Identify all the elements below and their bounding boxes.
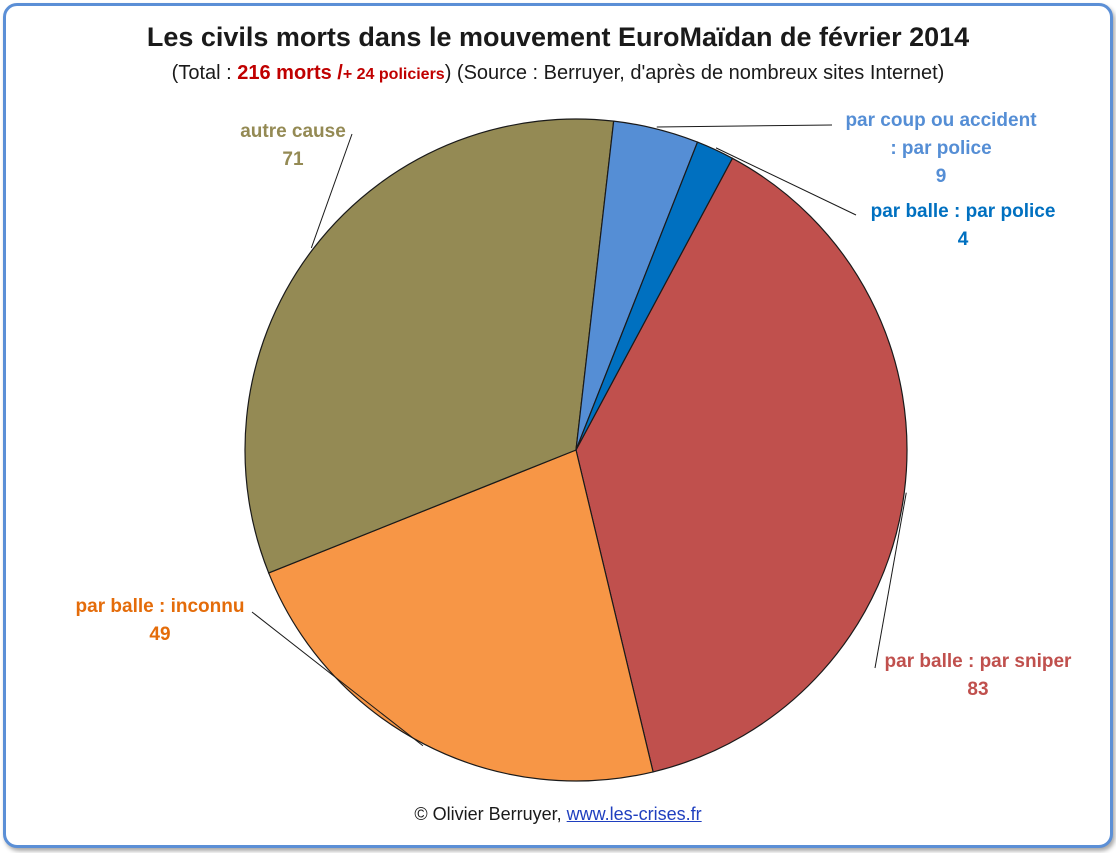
- slice-label-name-line2: : par police: [890, 138, 992, 159]
- subtitle-police: + 24 policiers: [342, 66, 445, 83]
- subtitle-total: 216 morts /: [237, 62, 343, 84]
- copyright-text: © Olivier Berruyer,: [414, 804, 567, 824]
- slice-label-name: par balle : inconnu: [75, 596, 245, 617]
- slice-label-coup-accident: par coup ou accident : par police 9: [830, 107, 1052, 191]
- slice-inconnu: [267, 449, 654, 782]
- website-link[interactable]: www.les-crises.fr: [566, 804, 702, 824]
- leader-line: [251, 611, 424, 747]
- slice-label-balle-police: par balle : par police 4: [853, 198, 1073, 254]
- slice-label-name-line1: par coup ou accident: [845, 110, 1037, 131]
- leader-line: [310, 133, 353, 249]
- chart-subtitle: (Total : 216 morts /+ 24 policiers) (Sou…: [0, 62, 1116, 85]
- slice-label-value: 9: [935, 166, 947, 187]
- slice-label-autre-cause: autre cause 71: [223, 118, 363, 174]
- slice-label-name: par balle : par sniper: [884, 651, 1072, 672]
- slice-label-value: 4: [957, 229, 969, 250]
- slice-label-name: autre cause: [240, 121, 346, 142]
- chart-title: Les civils morts dans le mouvement EuroM…: [146, 22, 970, 52]
- leader-line: [715, 147, 857, 216]
- slice-label-value: 71: [282, 149, 304, 170]
- slice-balle-police: [575, 141, 734, 451]
- footer-credit: © Olivier Berruyer, www.les-crises.fr: [0, 804, 1116, 825]
- subtitle-close: ) (Source : Berruyer, d'après de nombreu…: [444, 62, 945, 84]
- leader-line: [656, 124, 833, 128]
- slice-label-inconnu: par balle : inconnu 49: [60, 593, 260, 649]
- slice-autre-cause: [244, 118, 615, 574]
- slice-label-name: par balle : par police: [870, 201, 1056, 222]
- slice-label-value: 83: [967, 679, 989, 700]
- leader-line: [874, 492, 907, 669]
- slice-label-sniper: par balle : par sniper 83: [868, 648, 1088, 704]
- slice-sniper: [575, 157, 908, 773]
- slice-label-value: 49: [149, 624, 171, 645]
- subtitle-open: (Total :: [171, 62, 238, 84]
